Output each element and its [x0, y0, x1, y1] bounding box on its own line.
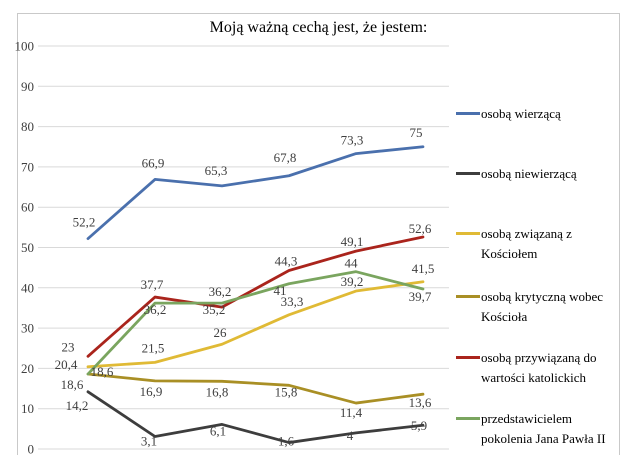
data-label: 13,6 [409, 395, 432, 410]
data-label: 20,4 [55, 357, 78, 372]
data-label: 21,5 [142, 340, 165, 355]
legend-item: osobą związaną z Kościołem [456, 224, 621, 264]
y-tick-label: 100 [15, 39, 35, 54]
data-label: 67,8 [274, 150, 297, 165]
legend-item: osobą przywiązaną do wartości katolickic… [456, 348, 621, 388]
data-label: 52,6 [409, 221, 432, 236]
data-label: 44,3 [275, 253, 298, 268]
data-label: 3,1 [141, 434, 157, 449]
data-label: 52,2 [73, 215, 96, 230]
series-line [86, 270, 425, 376]
data-label: 6,1 [210, 423, 226, 438]
legend-swatch [456, 356, 480, 359]
data-label: 65,3 [205, 163, 228, 178]
y-tick-label: 0 [28, 442, 35, 455]
data-label: 16,8 [206, 384, 229, 399]
y-tick-label: 70 [21, 159, 34, 174]
legend-item: osobą krytyczną wobec Kościoła [456, 287, 621, 327]
data-label: 1,6 [278, 434, 295, 449]
data-label: 33,3 [281, 294, 304, 309]
data-label: 5,9 [411, 418, 427, 433]
data-label: 49,1 [341, 234, 364, 249]
data-label: 18,6 [61, 377, 84, 392]
legend-swatch [456, 417, 480, 420]
data-label: 36,2 [144, 302, 167, 317]
legend-label: osobą wierzącą [481, 106, 561, 121]
legend-swatch [456, 232, 480, 235]
y-tick-label: 90 [21, 79, 34, 94]
data-label: 14,2 [66, 398, 89, 413]
y-tick-label: 40 [21, 280, 34, 295]
data-label: 15,8 [275, 384, 298, 399]
legend: osobą wierzącą osobą niewierzącą osobą zwi… [456, 0, 620, 455]
y-tick-label: 30 [21, 321, 34, 336]
data-label: 16,9 [140, 384, 163, 399]
legend-swatch [456, 172, 480, 175]
data-label: 18,6 [91, 364, 114, 379]
data-label: 36,2 [209, 284, 232, 299]
data-label: 23 [62, 339, 75, 354]
data-label: 66,9 [142, 155, 165, 170]
series-line [86, 390, 425, 444]
legend-label: osobą związaną z Kościołem [481, 226, 572, 261]
series-line [86, 235, 425, 358]
y-tick-label: 60 [21, 200, 34, 215]
legend-label: osobą niewierzącą [481, 166, 577, 181]
legend-swatch [456, 295, 480, 298]
legend-label: osobą krytyczną wobec Kościoła [481, 289, 604, 324]
chart-title: Moją ważną cechą jest, że jestem: [209, 19, 428, 36]
legend-swatch [456, 112, 480, 115]
data-label: 44 [345, 256, 359, 271]
series-line [86, 145, 425, 241]
legend-label: osobą przywiązaną do wartości katolickic… [481, 350, 597, 385]
legend-item: osobą wierzącą [456, 104, 621, 124]
y-tick-label: 50 [21, 240, 34, 255]
data-label: 26 [214, 325, 228, 340]
data-label: 39,7 [409, 289, 432, 304]
legend-item: osobą niewierzącą [456, 164, 621, 184]
chart-border [17, 13, 620, 455]
data-label: 75 [410, 125, 423, 140]
y-tick-label: 20 [21, 361, 34, 376]
data-label: 11,4 [340, 405, 363, 420]
legend-label: przedstawicielem pokolenia Jana Pawła II [481, 411, 606, 446]
data-label: 41,5 [412, 261, 435, 276]
y-tick-label: 10 [21, 401, 34, 416]
data-label: 35,2 [203, 302, 226, 317]
y-tick-label: 80 [21, 119, 34, 134]
data-label: 41 [274, 283, 287, 298]
data-label: 73,3 [341, 133, 364, 148]
legend-item: przedstawicielem pokolenia Jana Pawła II [456, 409, 621, 449]
data-label: 39,2 [341, 274, 364, 289]
series-line [86, 280, 425, 369]
data-label: 4 [347, 428, 354, 443]
series-line [86, 372, 425, 405]
data-label: 37,7 [141, 277, 164, 292]
